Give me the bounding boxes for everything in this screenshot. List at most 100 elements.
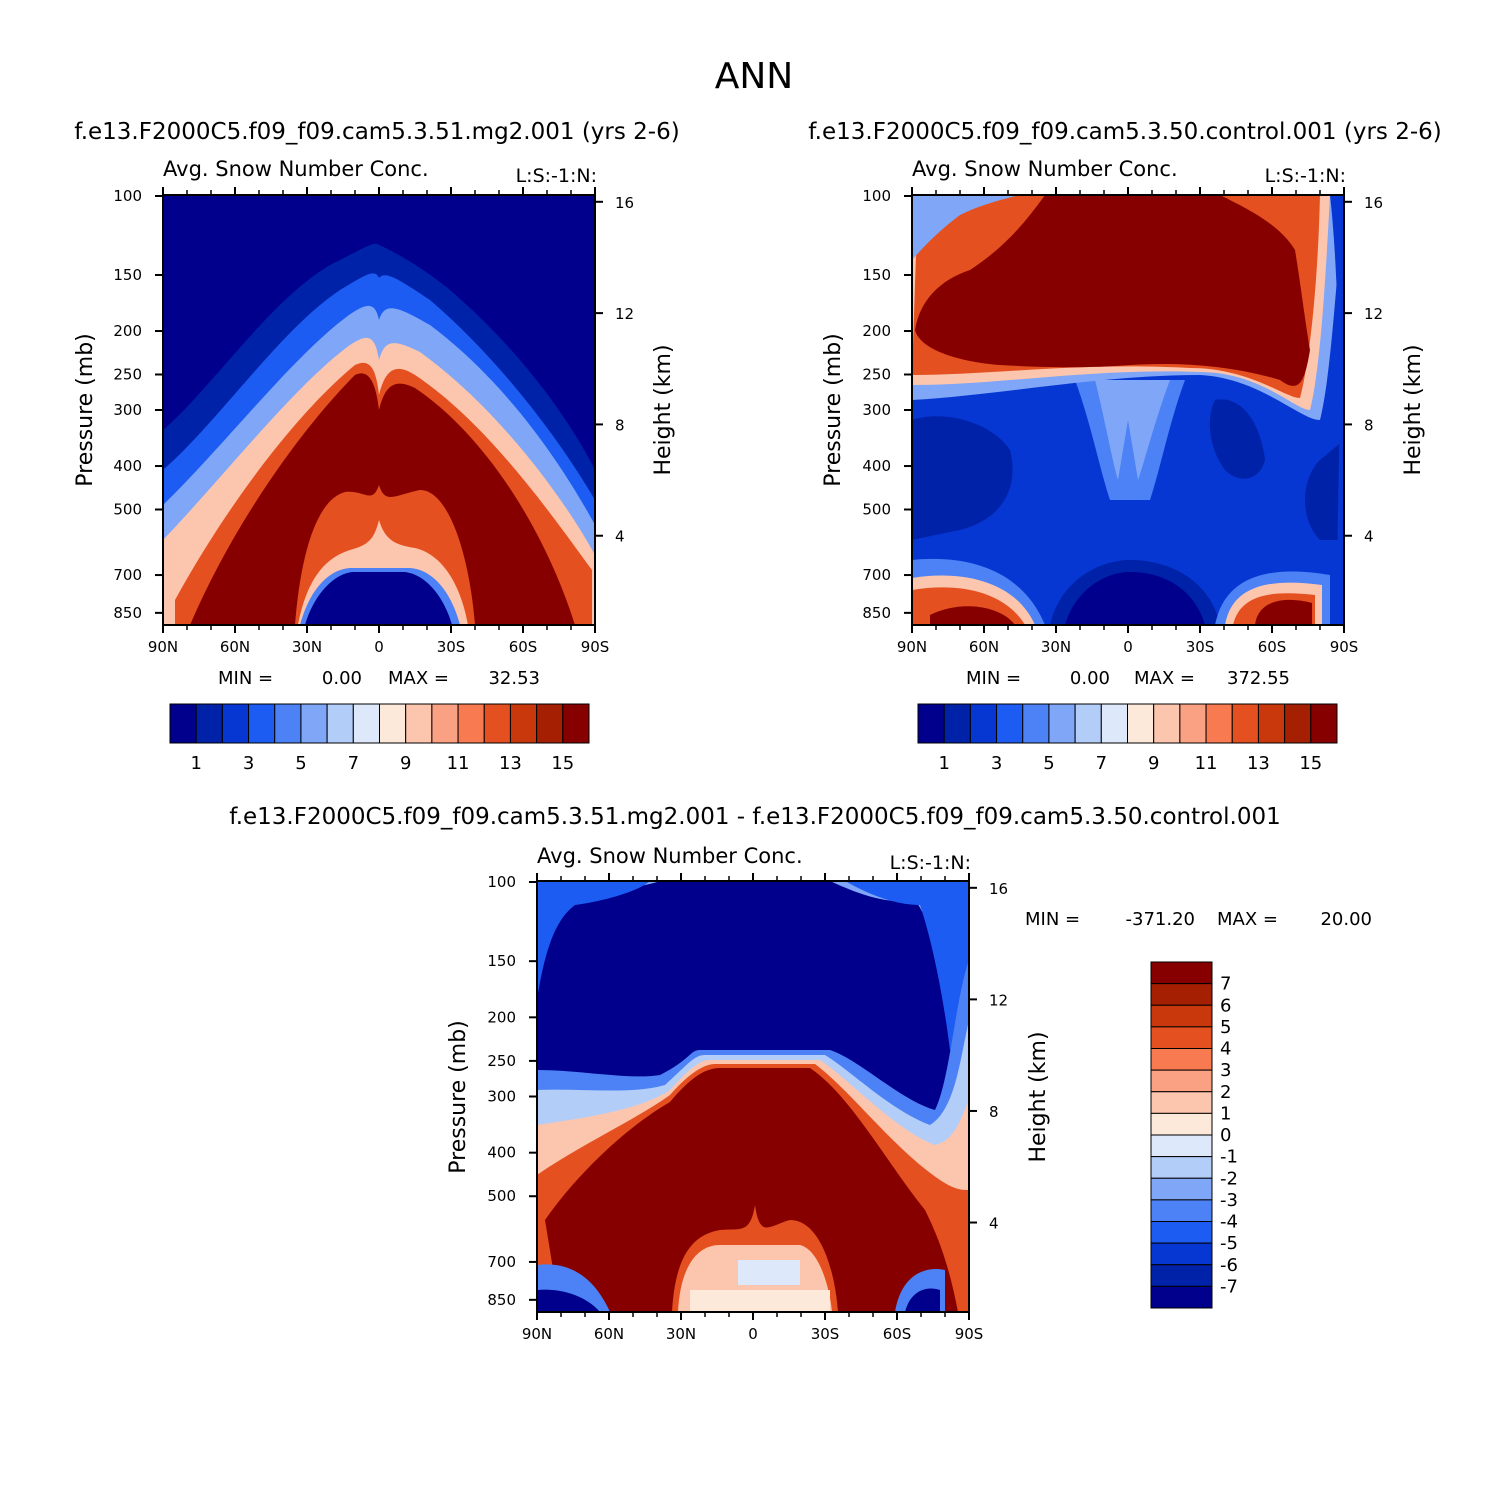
colorbar-label: 3 [1220,1060,1231,1081]
colorbar-box [1310,703,1338,744]
min-value-difference: -371.20 [1126,909,1195,930]
colorbar-box [1150,1221,1213,1244]
y-tick-label: 700 [487,1253,516,1271]
y-tick-label: 250 [862,365,891,383]
contour-band-diff-17 [905,1288,940,1312]
contour-band-diff-2 [537,881,650,1000]
colorbar-label: -2 [1220,1168,1238,1189]
colorbar-label: 2 [1220,1082,1231,1103]
axes-test: 90N 60N 30N 0 30S 60S 90S 100 150 200 250 300 400 500… [113,187,634,656]
variable-title-control: Avg. Snow Number Conc. [912,157,1178,181]
units-test: L:S:-1:N: [516,165,597,187]
contour-band-diff-4 [845,881,969,1050]
y-tick-label: 400 [487,1144,516,1162]
colorbar-label: 5 [1043,753,1054,774]
colorbar-control: 1 3 5 7 9 11 13 15 [917,703,1338,774]
colorbar-box [1150,1112,1213,1136]
colorbar-label: -7 [1220,1276,1238,1297]
colorbar-box [195,703,223,744]
colorbar-label: 3 [243,753,254,774]
colorbar-box [1150,1199,1213,1222]
colorbar-label: 15 [551,753,574,774]
plot-area-control [912,195,1344,625]
y-tick-label: 500 [862,501,891,519]
variable-title-test: Avg. Snow Number Conc. [163,157,429,181]
colorbar-box [1150,983,1213,1006]
y-tick-label: 850 [487,1291,516,1309]
colorbar-label: 5 [295,753,306,774]
y-right-tick-label: 4 [615,528,625,546]
x-tick-label: 60S [509,638,538,656]
colorbar-label: 9 [400,753,411,774]
ylabel-right-control: Height (km) [1401,344,1426,475]
y-right-tick-label: 16 [989,880,1008,898]
colorbar-label: -4 [1220,1212,1238,1233]
y-tick-label: 850 [862,604,891,622]
x-tick-label: 30N [292,638,322,656]
plot-area-test [163,195,595,625]
y-tick-label: 300 [113,401,142,419]
y-tick-label: 500 [487,1187,516,1205]
x-tick-label: 90S [1330,638,1359,656]
y-tick-label: 700 [862,566,891,584]
colorbar-box [1205,703,1233,744]
y-tick-label: 100 [862,187,891,205]
colorbar-box [996,703,1024,744]
colorbar-label: -5 [1220,1233,1238,1254]
contour-band-control-19 [915,195,1310,386]
contour-band-control-3 [1209,399,1265,479]
contour-band-control-20 [912,195,1020,260]
y-right-tick-label: 8 [989,1103,999,1121]
x-tick-label: 90S [955,1325,984,1343]
axes-control: 90N 60N 30N 0 30S 60S 90S 100 150 200 250 300 400 500… [862,187,1383,656]
contour-band-diff-9 [545,1068,958,1312]
panel-difference: f.e13.F2000C5.f09_f09.cam5.3.51.mg2.001 … [229,804,1372,1343]
x-tick-label: 30S [811,1325,840,1343]
colorbar-label: 11 [447,753,470,774]
ylabel-right-difference: Height (km) [1026,1031,1051,1162]
ylabel-difference: Pressure (mb) [446,1020,471,1174]
contour-band-diff-13 [690,1290,830,1312]
contour-band-control-7 [1065,572,1205,625]
colorbar-box [431,703,459,744]
colorbar-label: -6 [1220,1255,1238,1276]
min-label-test: MIN = [218,668,273,689]
colorbar-box [969,703,998,744]
colorbar-label: 7 [348,753,359,774]
panel-control: f.e13.F2000C5.f09_f09.cam5.3.50.control.… [808,119,1442,774]
colorbar-box [509,703,538,744]
colorbar-box [300,703,328,744]
x-tick-label: 30S [1186,638,1215,656]
colorbar-label: 13 [1247,753,1270,774]
y-right-tick-label: 4 [989,1215,999,1233]
units-control: L:S:-1:N: [1265,165,1346,187]
y-right-tick-label: 16 [615,194,634,212]
max-value-difference: 20.00 [1320,909,1372,930]
max-value-control: 372.55 [1227,668,1290,689]
x-tick-label: 60N [969,638,999,656]
y-tick-label: 200 [862,322,891,340]
contour-band-control-1 [912,416,1013,540]
colorbar-box [1022,703,1050,744]
colorbar-box [1150,1091,1213,1114]
y-tick-label: 500 [113,501,142,519]
colorbar-label: 1 [190,753,201,774]
colorbar-box [1150,1026,1213,1049]
colorbar-box [326,703,354,744]
y-right-tick-label: 4 [1364,528,1374,546]
colorbar-box [1150,1069,1213,1093]
ylabel-control: Pressure (mb) [821,333,846,487]
x-tick-label: 60S [883,1325,912,1343]
y-tick-label: 400 [862,457,891,475]
colorbar-box [1150,1264,1213,1287]
colorbar-box [274,703,302,744]
colorbar-box [1048,703,1076,744]
colorbar-box [248,703,276,744]
colorbar-box [536,703,564,744]
colorbar-box [943,703,971,744]
min-value-control: 0.00 [1070,668,1110,689]
x-tick-label: 0 [1123,638,1133,656]
colorbar-box [483,703,511,744]
case-title-difference: f.e13.F2000C5.f09_f09.cam5.3.51.mg2.001 … [229,804,1280,830]
